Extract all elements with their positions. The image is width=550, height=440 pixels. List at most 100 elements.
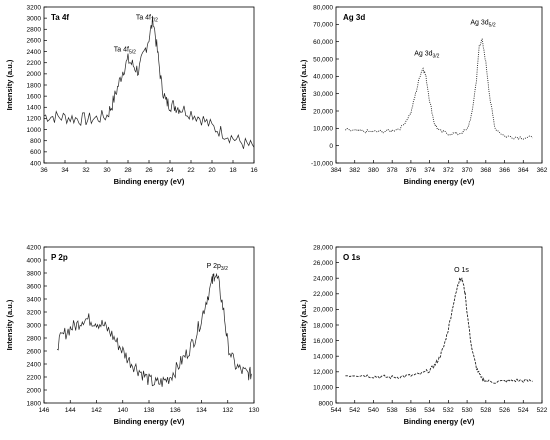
x-tick-label: 526 [499,407,510,414]
y-tick-label: 2000 [27,387,42,394]
panel-0: 36 34 32 30 28 26 24 22 20 18 16 400 600 800 1000 1200 1… [5,4,258,186]
x-tick-label: 20 [208,167,216,174]
x-tick-label: 366 [499,167,510,174]
y-tick-label: 80,000 [313,4,333,11]
peak-label-sub: 7/2 [151,17,158,23]
x-tick-label: 532 [443,407,454,414]
x-tick-label: 26 [145,167,153,174]
peak-label-main: Ta 4f [136,14,151,21]
spectrum-line [345,38,533,140]
y-tick-label: 20,000 [313,108,333,115]
x-axis-label: Binding energy (eV) [404,177,475,186]
x-tick-label: 144 [65,407,76,414]
y-tick-label: 26,000 [313,260,333,267]
x-tick-label: 146 [39,407,50,414]
y-tick-label: 4000 [27,257,42,264]
x-axis-label: Binding energy (eV) [114,177,185,186]
y-tick-label: 18,000 [313,322,333,329]
peak-label: Ag 3d3/2 [414,51,439,60]
peak-label: Ta 4f5/2 [114,47,136,56]
y-tick-label: 14,000 [313,354,333,361]
x-tick-label: 540 [368,407,379,414]
y-tick-label: 2000 [27,71,42,78]
y-tick-label: 22,000 [313,291,333,298]
peak-label-sub: 3/2 [221,266,228,272]
x-tick-label: 132 [222,407,233,414]
plot-frame [335,6,543,164]
y-tick-label: 70,000 [313,22,333,29]
peak-label-main: Ag 3d [414,51,432,58]
x-tick-label: 372 [443,167,454,174]
y-tick-label: 600 [30,149,41,156]
peak-label-main: Ta 4f [114,47,129,54]
plot-frame [335,246,543,404]
y-tick-label: 12,000 [313,369,333,376]
x-tick-label: 362 [537,167,548,174]
y-tick-label: 4200 [27,244,42,251]
x-tick-label: 544 [331,407,342,414]
x-tick-label: 364 [518,167,529,174]
x-tick-label: 140 [117,407,128,414]
x-tick-label: 376 [405,167,416,174]
y-tick-label: 3600 [27,283,42,290]
x-tick-label: 384 [331,167,342,174]
peak-label-sub: 5/2 [129,50,136,56]
y-tick-label: 40,000 [313,74,333,81]
peak-label-sub: 5/2 [489,22,496,28]
y-axis-label: Intensity (a.u.) [5,299,14,350]
y-tick-label: 3800 [27,270,42,277]
y-axis-label: Intensity (a.u.) [299,59,308,110]
y-axis-label: Intensity (a.u.) [5,59,14,110]
y-tick-label: 1200 [27,116,42,123]
x-axis-label: Binding energy (eV) [114,417,185,426]
x-tick-label: 534 [424,407,435,414]
y-tick-label: 2200 [27,60,42,67]
y-tick-label: 2800 [27,335,42,342]
y-tick-label: 1000 [27,127,42,134]
peak-label-main: Ag 3d [470,19,488,26]
x-tick-label: 138 [144,407,155,414]
y-tick-label: 8000 [319,400,334,407]
panel-title: Ta 4f [51,13,69,22]
x-tick-label: 36 [40,167,48,174]
y-tick-label: 1600 [27,93,42,100]
x-tick-label: 370 [462,167,473,174]
x-tick-label: 142 [91,407,102,414]
plot-frame [43,6,255,164]
y-tick-label: 0 [329,143,333,150]
x-tick-label: 18 [229,167,237,174]
panel-title: Ag 3d [343,13,365,22]
y-tick-label: 3000 [27,322,42,329]
x-tick-label: 130 [249,407,260,414]
spectrum-line [56,272,252,387]
panel-title: O 1s [343,253,361,262]
y-tick-label: 400 [30,160,41,167]
peak-label-main: O 1s [454,267,469,274]
y-axis-label: Intensity (a.u.) [299,299,308,350]
y-tick-label: 2600 [27,38,42,45]
spectrum-line [345,276,533,384]
y-tick-label: 60,000 [313,39,333,46]
x-tick-label: 382 [349,167,360,174]
peak-label-main: P 2p [207,263,221,270]
x-tick-label: 538 [387,407,398,414]
x-tick-label: 28 [124,167,132,174]
peak-label-sub: 3/2 [432,54,439,60]
y-tick-label: 30,000 [313,91,333,98]
panel-3: 544 542 540 538 536 534 532 530 528 526 524 522 8000… [299,244,548,426]
peak-label: Ag 3d5/2 [470,19,495,28]
x-tick-label: 30 [103,167,111,174]
x-tick-label: 22 [187,167,195,174]
y-tick-label: 50,000 [313,56,333,63]
panel-1: 384 382 380 378 376 374 372 370 368 366 364 362 -10,… [299,4,548,186]
panel-2: 146 144 142 140 138 136 134 132 130 1800 2000 2200 2… [5,244,260,426]
spectrum-line [43,15,255,149]
x-tick-label: 524 [518,407,529,414]
peak-label: O 1s [454,267,469,274]
y-tick-label: -10,000 [311,160,333,167]
x-tick-label: 16 [250,167,258,174]
y-tick-label: 2400 [27,49,42,56]
x-axis-label: Binding energy (eV) [404,417,475,426]
y-tick-label: 3400 [27,296,42,303]
